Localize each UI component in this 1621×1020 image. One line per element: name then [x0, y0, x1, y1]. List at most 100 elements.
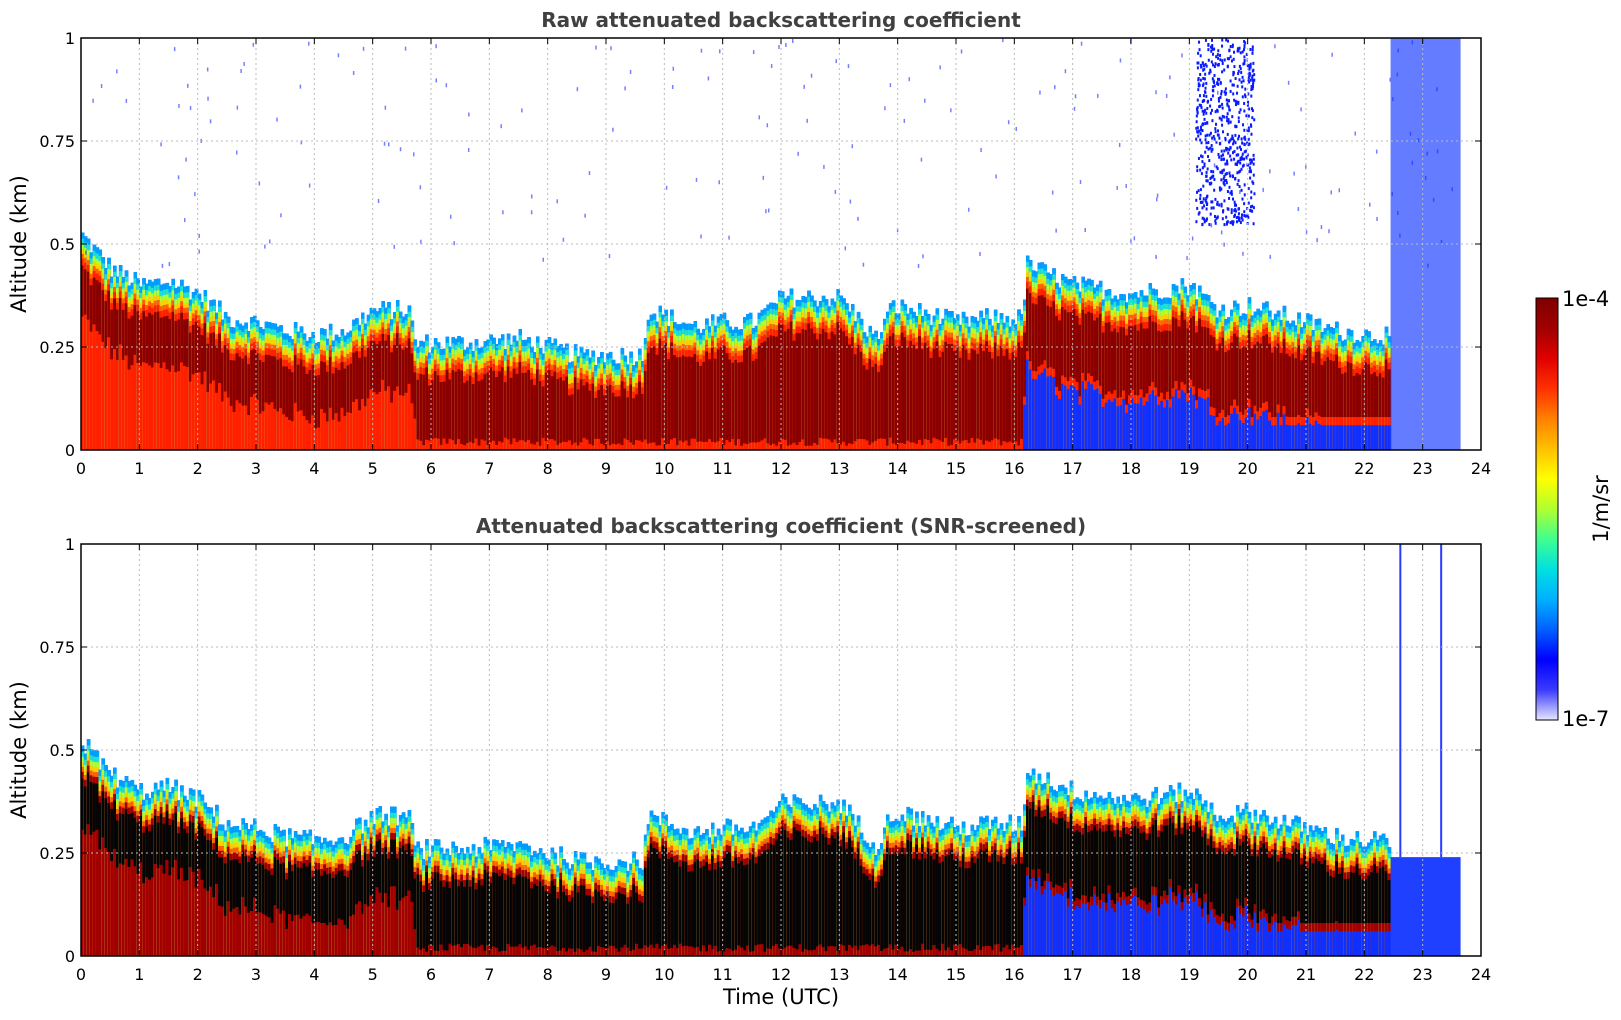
noise-speck — [1228, 185, 1231, 189]
noise-speck — [1305, 165, 1307, 170]
noise-speck — [1225, 146, 1228, 150]
noise-speck — [1203, 164, 1206, 168]
backscatter-lower — [1323, 425, 1328, 450]
backscatter-core — [926, 347, 931, 440]
backscatter-core — [1273, 346, 1278, 418]
backscatter-band — [396, 326, 400, 450]
noise-speck — [1198, 103, 1201, 107]
backscatter-lower — [1201, 398, 1205, 450]
noise-speck — [1233, 200, 1236, 204]
noise-speck — [1212, 80, 1215, 84]
backscatter-lower — [1370, 425, 1374, 450]
noise-speck — [1155, 90, 1157, 95]
noise-speck — [1219, 104, 1222, 108]
noise-speck — [1237, 49, 1240, 53]
backscatter-lower — [1224, 425, 1228, 450]
noise-speck — [1243, 40, 1246, 44]
backscatter-core — [349, 363, 353, 413]
backscatter-core — [498, 371, 502, 442]
noise-speck — [1221, 171, 1224, 175]
backscatter-core — [743, 350, 747, 444]
noise-speck — [1220, 202, 1223, 206]
noise-speck — [209, 119, 212, 124]
x-tick-label: 7 — [484, 459, 494, 478]
backscatter-core — [620, 381, 625, 446]
noise-speck — [1206, 217, 1209, 221]
noise-speck — [1197, 156, 1200, 160]
noise-speck — [1210, 49, 1213, 53]
backscatter-band — [407, 331, 412, 450]
backscatter-core — [536, 369, 540, 442]
backscatter-lower — [1355, 425, 1360, 450]
x-tick-label: 12 — [771, 459, 791, 478]
backscatter-core — [433, 371, 438, 439]
noise-speck — [612, 127, 614, 132]
noise-speck — [1432, 197, 1435, 202]
backscatter-core — [118, 812, 123, 864]
backscatter-lower — [1063, 385, 1068, 450]
noise-speck — [1240, 188, 1243, 192]
noise-speck — [1251, 76, 1254, 80]
noise-speck — [1236, 84, 1239, 88]
backscatter-band — [118, 291, 123, 450]
backscatter-lower — [1075, 390, 1080, 450]
backscatter-core — [151, 824, 155, 878]
backscatter-core — [468, 375, 473, 442]
backscatter-core — [203, 835, 208, 889]
backscatter-core — [311, 364, 315, 416]
noise-speck — [960, 49, 963, 54]
backscatter-lower — [1218, 421, 1223, 450]
noise-speck — [185, 157, 187, 162]
panel-screened-title: Attenuated backscattering coefficient (S… — [476, 514, 1086, 538]
noise-speck — [1229, 44, 1232, 48]
noise-speck — [206, 67, 209, 72]
noise-speck — [1208, 223, 1211, 227]
noise-speck — [1207, 58, 1210, 62]
backscatter-core — [1335, 354, 1339, 418]
backscatter-lower — [1128, 403, 1132, 450]
backscatter-core — [180, 312, 184, 363]
noise-speck — [1249, 208, 1252, 212]
backscatter-core — [964, 349, 969, 440]
noise-speck — [1237, 207, 1240, 211]
noise-speck — [1074, 94, 1077, 99]
backscatter-lower — [1206, 397, 1211, 450]
backscatter-core — [165, 810, 170, 861]
noise-speck — [1203, 204, 1206, 208]
backscatter-lower — [1233, 407, 1237, 450]
noise-speck — [665, 185, 668, 190]
backscatter-core — [113, 800, 117, 849]
noise-speck — [1233, 209, 1236, 213]
noise-speck — [1243, 193, 1246, 197]
noise-speck — [160, 142, 162, 147]
backscatter-lower — [1093, 389, 1097, 450]
backscatter-core — [807, 323, 811, 446]
backscatter-core — [288, 369, 292, 420]
noise-speck — [1204, 122, 1207, 126]
backscatter-core — [1294, 358, 1298, 418]
noise-speck — [889, 83, 892, 88]
backscatter-core — [1306, 346, 1310, 409]
backscatter-core — [390, 352, 394, 403]
backscatter-lower — [1192, 394, 1196, 450]
backscatter-core — [632, 398, 636, 445]
backscatter-core — [658, 338, 663, 446]
noise-speck — [1229, 89, 1232, 93]
backscatter-core — [853, 354, 858, 442]
backscatter-core — [626, 397, 630, 441]
backscatter-core — [165, 315, 170, 370]
backscatter-core — [722, 345, 727, 445]
noise-speck — [1245, 156, 1248, 160]
noise-speck — [1249, 47, 1252, 51]
noise-speck — [1196, 190, 1199, 194]
backscatter-lower — [1037, 374, 1042, 450]
noise-speck — [1221, 123, 1224, 127]
noise-speck — [1199, 54, 1202, 58]
noise-speck — [1236, 146, 1239, 150]
backscatter-band — [159, 311, 164, 450]
noise-speck — [1197, 189, 1200, 193]
backscatter-core — [1128, 326, 1132, 396]
backscatter-core — [921, 349, 925, 445]
noise-speck — [1206, 167, 1209, 171]
